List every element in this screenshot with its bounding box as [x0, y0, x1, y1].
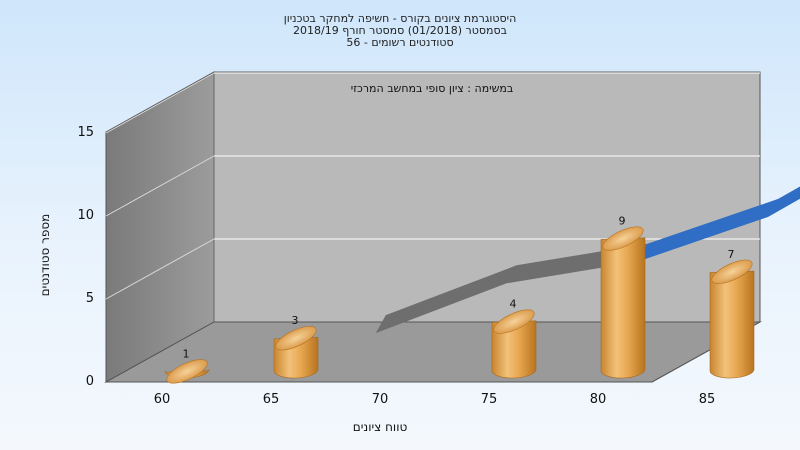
y-tick-label: 10: [77, 208, 94, 223]
gridline-side: [105, 72, 215, 134]
normal-curve: [637, 186, 800, 262]
bar-value-label: 3: [292, 314, 299, 327]
y-axis-title: מספר סטודנטים: [38, 214, 52, 297]
chart-title-line1: היסטוגרמת ציונים בקורס - חשיפה למחקר בטכ…: [284, 12, 517, 25]
bar-value-label: 7: [728, 248, 735, 261]
bar: 7: [709, 248, 755, 379]
x-tick-label: 80: [590, 392, 607, 407]
x-axis-title: טווח ציונים: [353, 420, 408, 434]
normal-curve-shadow: [375, 243, 648, 334]
chart-title-line3: סטודנטים רשומים - 56: [346, 36, 453, 49]
bar-value-label: 4: [510, 298, 517, 311]
x-tick-label: 60: [154, 392, 171, 407]
bar: 1: [164, 347, 210, 384]
y-tick-label: 15: [77, 125, 94, 140]
y-tick-label: 5: [86, 291, 94, 306]
bar-value-label: 9: [619, 215, 626, 228]
x-tick-label: 85: [699, 392, 716, 407]
x-tick-label: 70: [372, 392, 389, 407]
chart-subtitle: במשימה : ציון סופי במחשב המרכזי: [351, 82, 514, 95]
gridline-side: [105, 155, 215, 217]
y-tick-label: 0: [86, 374, 94, 389]
bar: 4: [491, 298, 537, 379]
bar: 3: [273, 314, 319, 379]
bar-value-label: 1: [183, 347, 190, 360]
gridline-side: [105, 238, 215, 300]
x-tick-label: 65: [263, 392, 280, 407]
chart-title-line2: בסמסטר (01/2018) סמסטר חורף 2018/19: [293, 24, 507, 37]
x-tick-label: 75: [481, 392, 498, 407]
bar: 9: [600, 215, 646, 379]
